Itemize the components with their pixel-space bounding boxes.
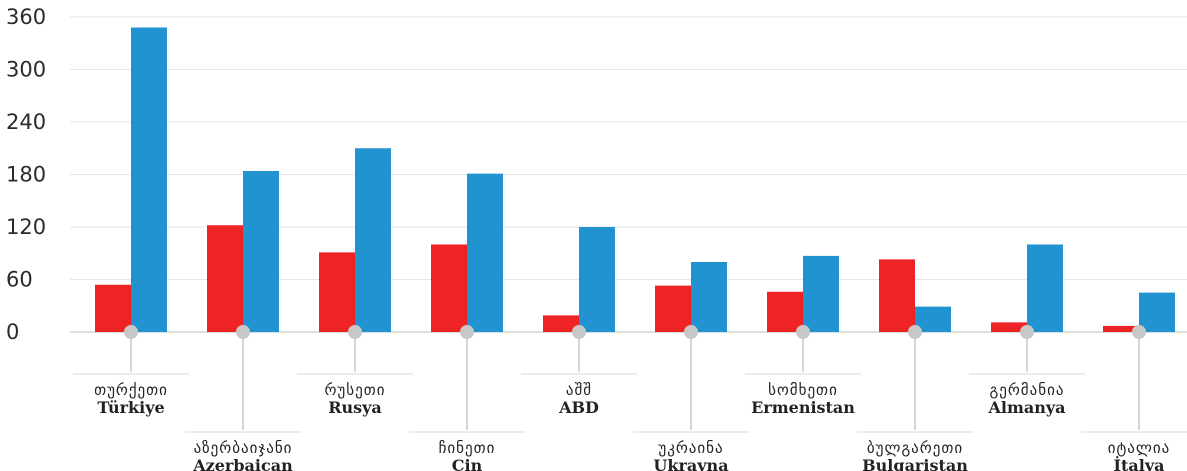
y-tick-label: 0 <box>6 320 19 344</box>
x-tick-label-geo: აშშ <box>566 381 592 399</box>
bar <box>579 227 615 332</box>
axis-dot <box>572 325 586 339</box>
bar <box>1027 244 1063 332</box>
y-tick-label: 120 <box>6 215 46 239</box>
bar <box>543 315 579 332</box>
x-tick-label: Rusya <box>328 398 382 417</box>
y-tick-label: 300 <box>6 58 46 82</box>
bar <box>1103 325 1139 332</box>
bar <box>915 306 951 332</box>
bar <box>879 259 915 332</box>
x-tick-label: ABD <box>558 398 599 417</box>
axis-dot <box>908 325 922 339</box>
bar <box>991 322 1027 332</box>
x-tick-label-geo: იტალია <box>1108 439 1171 457</box>
x-tick-label-geo: გერმანია <box>990 381 1065 399</box>
axis-dot <box>460 325 474 339</box>
axis-dot <box>796 325 810 339</box>
bar <box>767 291 803 332</box>
bar <box>355 148 391 332</box>
bar <box>95 284 131 332</box>
x-tick-label-geo: უკრაინა <box>658 439 723 457</box>
bar <box>431 244 467 332</box>
axis-dot <box>1132 325 1146 339</box>
x-tick-label: Azerbaican <box>192 456 293 471</box>
axis-dot <box>124 325 138 339</box>
bar <box>131 27 167 332</box>
x-tick-label-geo: ბულგარეთი <box>867 439 963 457</box>
axis-dot <box>236 325 250 339</box>
y-tick-label: 240 <box>6 110 46 134</box>
axis-dot <box>348 325 362 339</box>
bar <box>803 255 839 332</box>
bar <box>467 173 503 332</box>
x-tick-label-geo: რუსეთი <box>324 381 385 399</box>
x-tick-label-geo: აზერბაიჯანი <box>194 439 293 457</box>
bar <box>207 225 243 332</box>
axis-dot <box>1020 325 1034 339</box>
x-tick-label: Türkiye <box>97 398 164 417</box>
x-tick-label: İtalya <box>1114 455 1165 471</box>
y-tick-label: 60 <box>6 268 33 292</box>
bar <box>319 252 355 332</box>
y-tick-label: 180 <box>6 163 46 187</box>
x-tick-label: Bulgaristan <box>862 456 968 471</box>
x-tick-label-geo: ჩინეთი <box>439 439 496 457</box>
y-axis: 0 60 120 180 240 300 360 <box>6 5 46 344</box>
x-tick-label: Cin <box>452 456 483 471</box>
axis-dot <box>684 325 698 339</box>
x-tick-label: Ukrayna <box>653 456 728 471</box>
x-tick-label-geo: თურქეთი <box>94 381 168 399</box>
x-tick-label: Ermenistan <box>751 398 855 417</box>
bars <box>95 27 1175 332</box>
bar <box>655 285 691 332</box>
bar <box>1139 292 1175 332</box>
x-tick-label-geo: სომხეთი <box>768 381 838 399</box>
y-tick-label: 360 <box>6 5 46 29</box>
bar <box>691 262 727 332</box>
bar <box>243 171 279 332</box>
x-tick-label: Almanya <box>987 398 1065 417</box>
